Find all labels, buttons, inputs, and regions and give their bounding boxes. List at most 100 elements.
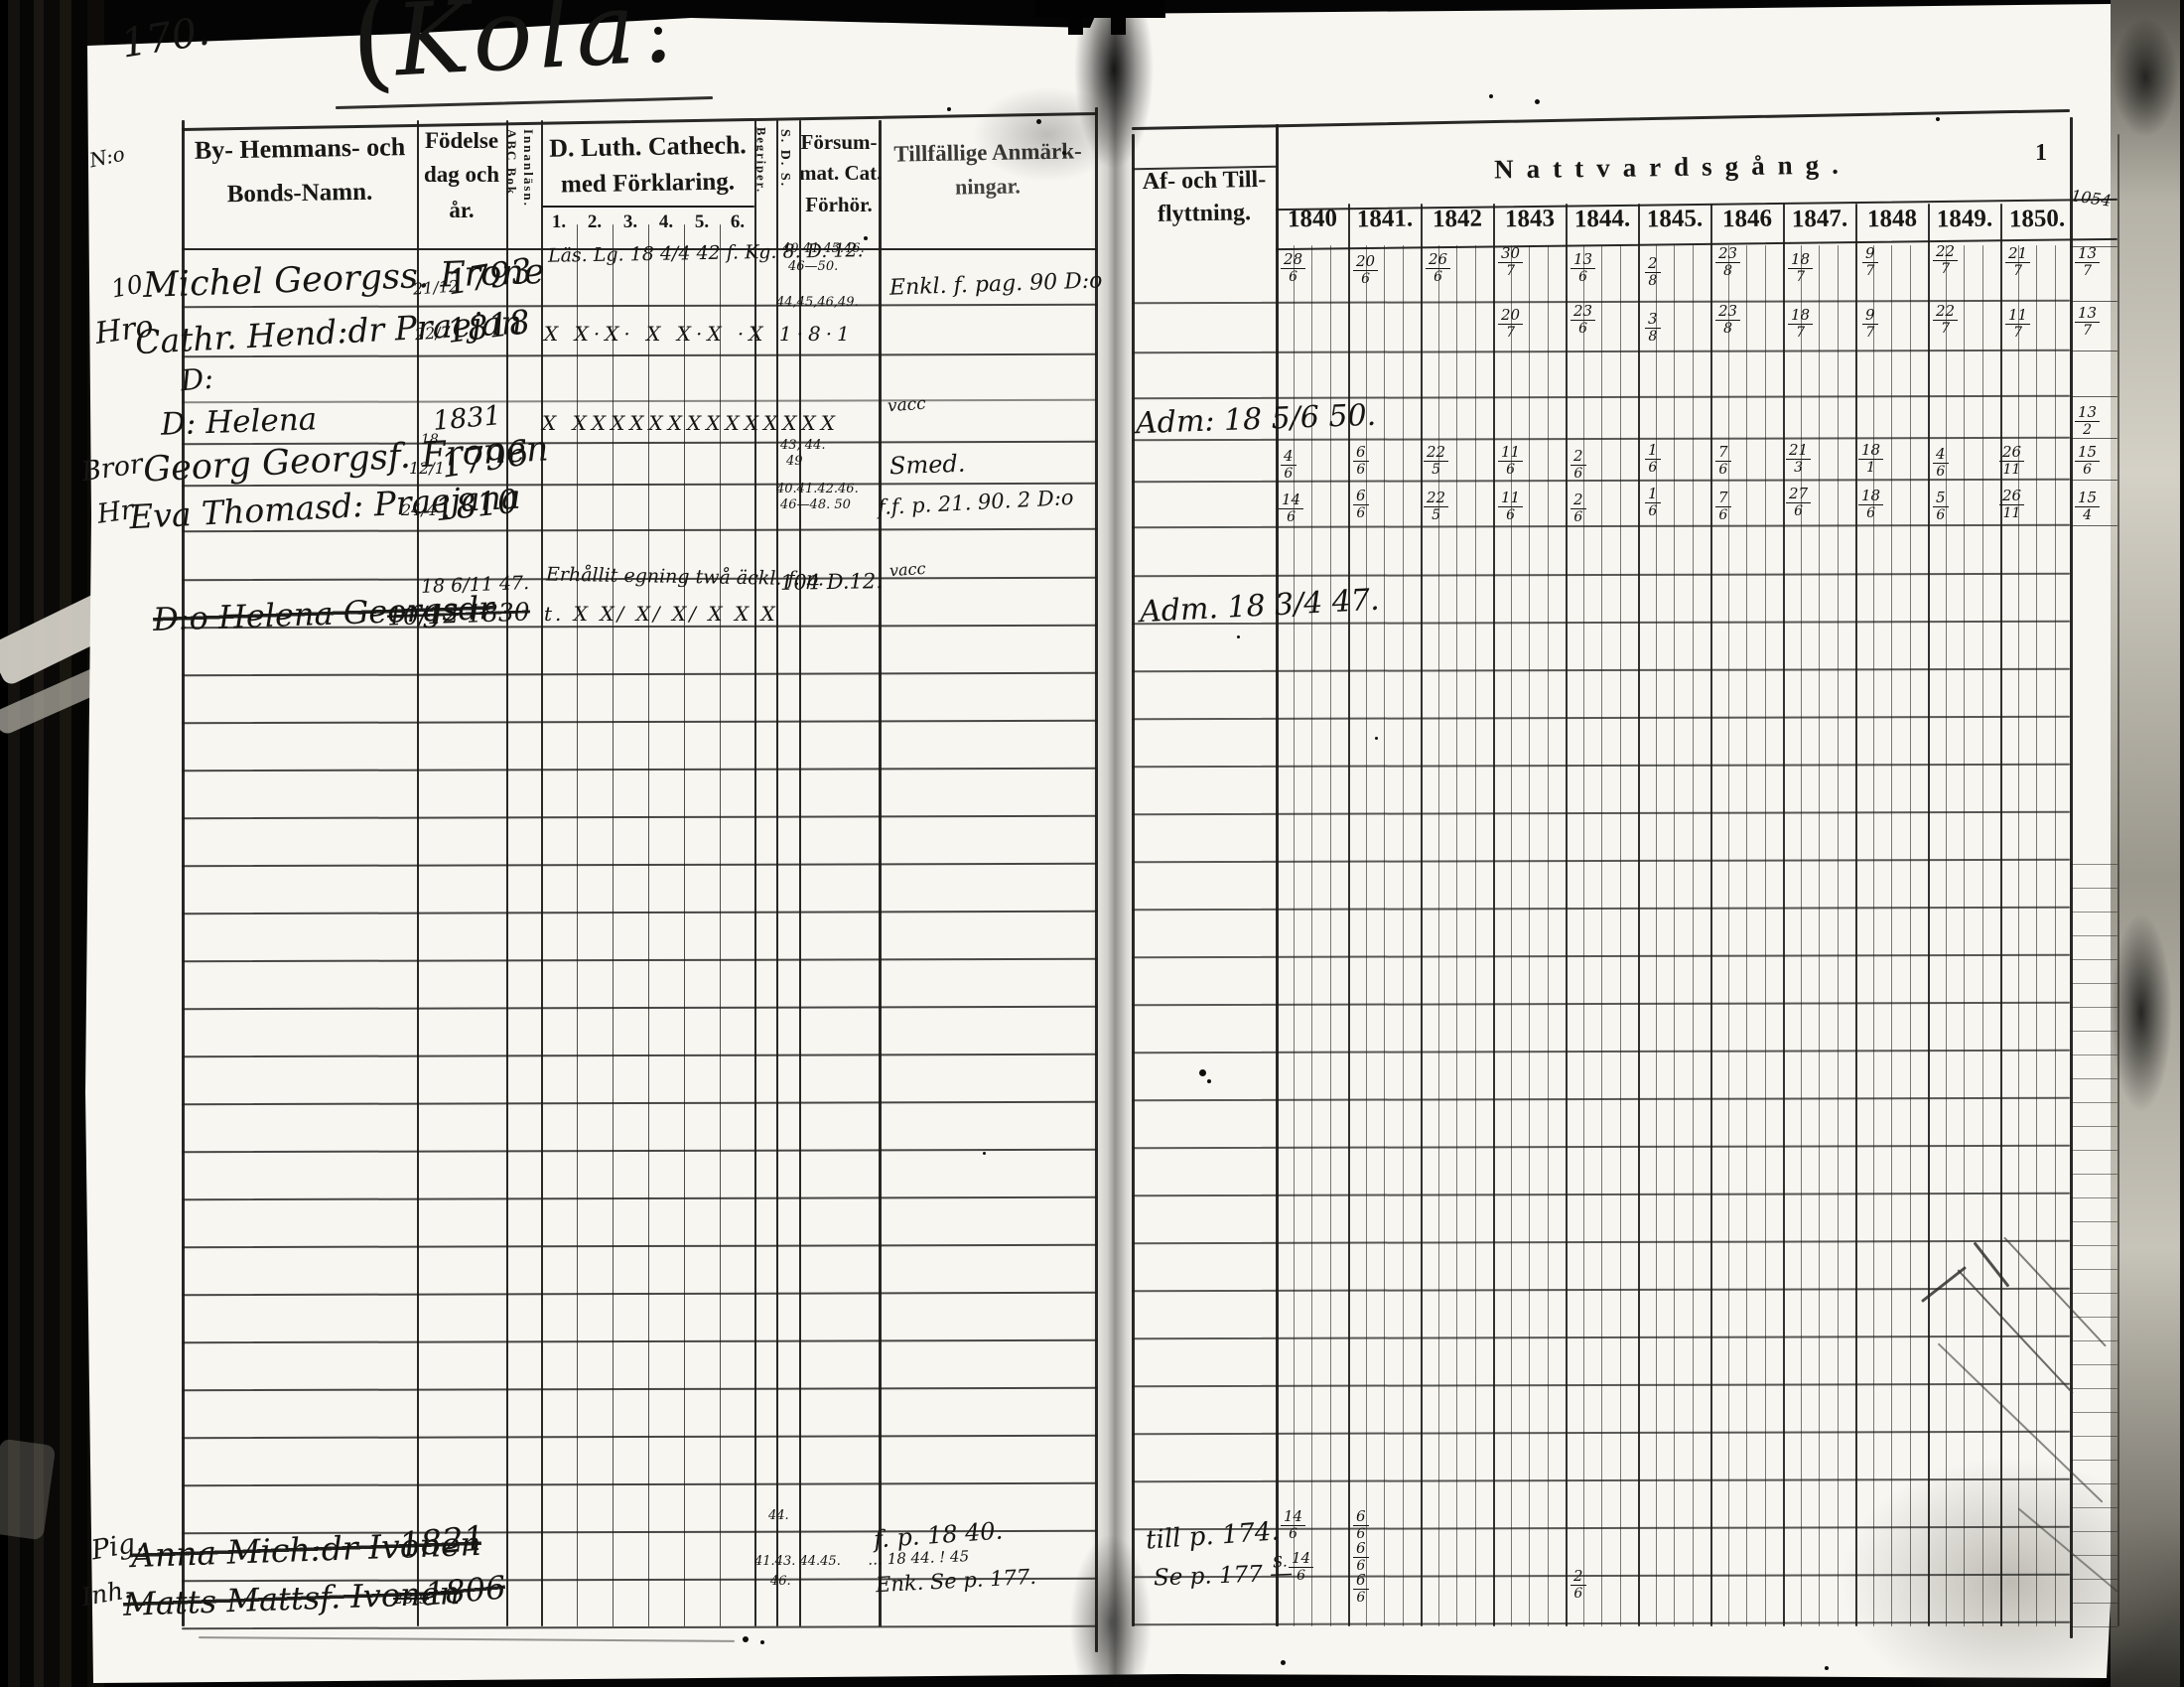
fraction-numerator: 22: [1424, 445, 1449, 462]
handwritten-entry: 40.41.42.46.: [776, 482, 859, 496]
grid-line: [2000, 204, 2003, 1626]
ink-speck: [983, 1152, 986, 1155]
fraction-denominator: 5: [1432, 507, 1440, 523]
frame-tab: [1034, 0, 1165, 18]
grid-line: [879, 120, 882, 1626]
ink-speck: [1489, 94, 1493, 98]
handwritten-entry: 1810: [433, 481, 520, 529]
fraction-numerator: 9: [1862, 308, 1878, 325]
year-label: 1847.: [1791, 205, 1848, 233]
corner-smudge: [1842, 1458, 2179, 1687]
grid-line: [2070, 525, 2117, 527]
grid-line: [754, 120, 756, 1626]
fraction-numerator: 1: [1645, 487, 1661, 503]
handwritten-entry: Smed.: [888, 449, 966, 481]
fraction-denominator: 7: [1506, 325, 1515, 341]
cathech-subcol-number: 2.: [587, 211, 603, 232]
handwritten-entry: … 18 44. ! 45: [867, 1547, 970, 1569]
grid-line: [1583, 245, 1585, 1626]
grid-line: [2070, 1269, 2117, 1271]
fraction-numerator: 2: [1645, 256, 1661, 273]
fraction-denominator: 8: [1648, 329, 1658, 345]
cathech-subcol-number: 4.: [658, 211, 674, 232]
col-header-forsummat2: mat. Cat.: [799, 161, 883, 185]
ink-speck: [947, 107, 951, 111]
grid-line: [684, 224, 686, 1626]
grid-line: [1095, 107, 1099, 1652]
grid-line: [1964, 245, 1966, 1626]
handwritten-entry: 46—48. 50: [780, 497, 851, 512]
ink-speck: [1207, 1079, 1211, 1083]
grid-line: [1511, 245, 1513, 1626]
fraction-denominator: 7: [1796, 325, 1805, 341]
fraction-numerator: 21: [2005, 246, 2031, 263]
fraction-denominator: 6: [1356, 1558, 1366, 1574]
ink-speck: [1936, 117, 1940, 121]
communion-date-fraction: 21 3: [1786, 443, 1812, 475]
grid-line: [1692, 245, 1694, 1626]
fraction-numerator: 22: [1424, 491, 1449, 507]
fraction-numerator: 2: [1570, 492, 1586, 509]
grid-line: [2070, 1007, 2117, 1009]
fraction-numerator: 2: [1570, 449, 1586, 466]
fraction-denominator: 6: [1297, 1568, 1305, 1584]
grid-line: [2070, 1340, 2117, 1342]
fraction-denominator: 4: [2083, 507, 2092, 523]
communion-date-fraction: 11 7: [2005, 308, 2031, 340]
col-header-birth3: år.: [449, 198, 475, 222]
handwritten-entry: D: Helena: [160, 401, 318, 443]
communion-date-fraction: 22 5: [1424, 491, 1449, 523]
year-label: 1840: [1287, 205, 1338, 233]
ink-speck: [654, 27, 662, 35]
ink-speck: [1375, 737, 1378, 740]
grid-line: [1855, 204, 1858, 1626]
handwritten-entry: 10: [108, 269, 146, 304]
fraction-numerator: 14: [1281, 1509, 1306, 1526]
fraction-numerator: 7: [1715, 445, 1731, 462]
communion-date-fraction: 28 6: [1281, 252, 1306, 284]
fraction-denominator: 6: [1433, 269, 1442, 285]
communion-date-fraction: 11 6: [1498, 491, 1524, 522]
fraction-numerator: 14: [1279, 492, 1304, 509]
grid-line: [2070, 1150, 2117, 1152]
grid-line: [1873, 245, 1875, 1626]
grid-line: [2070, 1626, 2117, 1628]
fraction-denominator: 6: [1573, 509, 1583, 525]
grid-line: [1493, 204, 1496, 1626]
fraction-denominator: 7: [2083, 263, 2092, 279]
communion-date-fraction: 14 6: [1279, 492, 1304, 524]
grid-line: [1638, 204, 1641, 1626]
communion-date-fraction: 18 1: [1858, 443, 1884, 475]
handwritten-entry: 1831: [431, 400, 502, 437]
fraction-denominator: 7: [1941, 321, 1950, 337]
communion-date-fraction: 18 7: [1788, 308, 1814, 341]
grid-line: [1366, 245, 1368, 1626]
col-header-anmarkningar2: ningar.: [954, 173, 1022, 200]
grid-line: [1981, 245, 1983, 1626]
communion-date-fraction: 23 6: [1570, 304, 1596, 336]
grid-line: [2070, 1507, 2117, 1509]
year-label: 1842: [1432, 205, 1483, 233]
grid-line: [2070, 1031, 2117, 1033]
handwritten-entry: 46.: [770, 1574, 791, 1589]
fraction-numerator: 18: [1788, 252, 1814, 269]
fraction-denominator: 6: [2083, 462, 2092, 478]
fraction-numerator: 9: [1862, 246, 1878, 263]
communion-date-fraction: 23 8: [1715, 304, 1741, 336]
fraction-denominator: 6: [1356, 1590, 1366, 1606]
communion-date-fraction: 21 7: [2005, 246, 2031, 278]
fraction-denominator: 6: [1578, 269, 1587, 285]
grid-line: [2070, 1245, 2117, 1247]
grid-line: [1710, 204, 1713, 1626]
fraction-numerator: 15: [2075, 445, 2101, 462]
fraction-denominator: 6: [1284, 466, 1294, 482]
fraction-denominator: 6: [1936, 464, 1946, 480]
grid-line: [506, 120, 509, 1626]
fraction-denominator: 6: [1289, 1526, 1297, 1542]
